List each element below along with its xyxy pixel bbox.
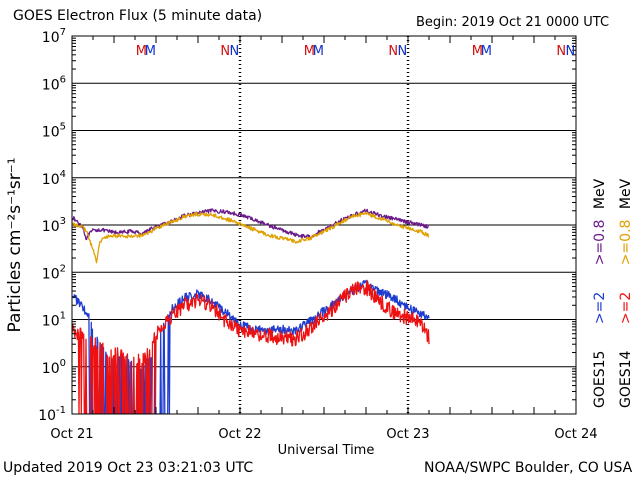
y-tick-exponent: 5	[60, 122, 66, 133]
y-tick-label: 106	[42, 74, 66, 93]
marker-n: N	[388, 44, 398, 59]
y-tick-base: 10	[42, 219, 60, 235]
y-tick-label: 100	[42, 358, 66, 377]
y-axis-label: Particles cm⁻²s⁻¹sr⁻¹	[5, 157, 25, 332]
x-tick-label: Oct 21	[50, 427, 93, 442]
legend-group-goes15: GOES15 >=2 >=0.8 MeV	[592, 178, 608, 408]
y-tick-label: 102	[42, 263, 66, 282]
y-tick-exponent: 0	[60, 358, 66, 369]
gridlines	[72, 36, 576, 414]
x-tick-label: Oct 23	[386, 427, 429, 442]
satellite-markers: MM N N MM N N MM N N	[136, 44, 576, 59]
y-tick-exponent: 3	[60, 216, 66, 227]
y-tick-label: 103	[42, 216, 66, 235]
legend-goes14-unit: MeV	[618, 178, 634, 209]
series-goes14-e08	[72, 211, 430, 264]
legend-goes15-e08: >=0.8	[592, 220, 608, 266]
y-tick-exponent: 4	[60, 169, 66, 180]
y-tick-exponent: -1	[56, 405, 66, 416]
legend: GOES15 >=2 >=0.8 MeV GOES14 >=2 >=0.8 Me…	[592, 178, 634, 408]
y-tick-base: 10	[42, 77, 60, 93]
marker-m: M	[136, 44, 147, 59]
legend-goes15-unit: MeV	[592, 178, 608, 209]
legend-goes15-e2: >=2	[592, 292, 608, 324]
marker-m: M	[145, 44, 156, 59]
marker-m: M	[304, 44, 315, 59]
marker-n: N	[556, 44, 566, 59]
y-tick-label: 105	[42, 122, 66, 141]
legend-goes15-sat: GOES15	[592, 351, 608, 408]
ticks	[72, 36, 576, 414]
x-tick-label: Oct 24	[554, 427, 597, 442]
marker-m: M	[472, 44, 483, 59]
y-tick-base: 10	[38, 408, 56, 424]
y-tick-label: 101	[42, 311, 66, 330]
y-tick-base: 10	[42, 172, 60, 188]
legend-goes14-e08: >=0.8	[618, 220, 634, 266]
chart-title: GOES Electron Flux (5 minute data)	[13, 8, 263, 24]
y-tick-exponent: 7	[60, 27, 66, 38]
x-tick-labels: Oct 21 Oct 22 Oct 23 Oct 24	[50, 427, 597, 442]
x-tick-label: Oct 22	[218, 427, 261, 442]
updated-timestamp: Updated 2019 Oct 23 03:21:03 UTC	[3, 460, 254, 476]
y-tick-label: 107	[42, 27, 66, 46]
marker-n: N	[566, 44, 576, 59]
series-goes14-e2	[72, 279, 430, 414]
y-tick-exponent: 2	[60, 263, 66, 274]
legend-goes14-sat: GOES14	[618, 350, 634, 408]
marker-n: N	[230, 44, 240, 59]
series-layer	[72, 208, 430, 414]
y-tick-exponent: 1	[60, 311, 66, 322]
x-axis-label: Universal Time	[278, 443, 375, 458]
y-tick-base: 10	[42, 266, 60, 282]
marker-n: N	[398, 44, 408, 59]
y-tick-base: 10	[42, 361, 60, 377]
legend-goes14-e2: >=2	[618, 292, 634, 324]
y-tick-base: 10	[42, 30, 60, 46]
source-credit: NOAA/SWPC Boulder, CO USA	[424, 460, 633, 476]
marker-m: M	[481, 44, 492, 59]
marker-n: N	[220, 44, 230, 59]
y-tick-label: 10-1	[38, 405, 66, 424]
y-tick-base: 10	[42, 314, 60, 330]
y-tick-base: 10	[42, 125, 60, 141]
y-tick-exponent: 6	[60, 74, 66, 85]
legend-group-goes14: GOES14 >=2 >=0.8 MeV	[618, 178, 634, 408]
marker-m: M	[313, 44, 324, 59]
y-tick-label: 104	[42, 169, 66, 188]
series-goes15-e08	[72, 208, 430, 241]
begin-date: Begin: 2019 Oct 21 0000 UTC	[416, 15, 610, 30]
